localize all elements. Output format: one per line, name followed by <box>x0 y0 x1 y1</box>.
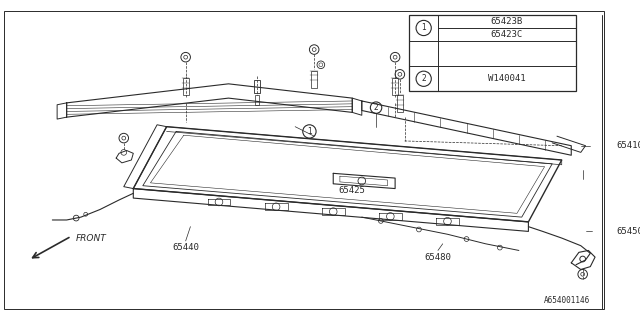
Bar <box>255 95 259 105</box>
Circle shape <box>309 45 319 54</box>
Circle shape <box>416 71 431 86</box>
Bar <box>254 80 260 93</box>
Circle shape <box>444 218 451 225</box>
Text: 65480: 65480 <box>424 252 451 262</box>
Circle shape <box>215 198 223 206</box>
Text: 65440: 65440 <box>172 243 199 252</box>
Circle shape <box>303 125 316 138</box>
Text: 1: 1 <box>421 23 426 32</box>
Text: 65423C: 65423C <box>491 30 523 39</box>
Text: FRONT: FRONT <box>76 234 107 243</box>
Circle shape <box>119 133 129 143</box>
Circle shape <box>181 52 191 62</box>
Bar <box>392 78 398 95</box>
Bar <box>397 95 403 112</box>
Text: 65410: 65410 <box>616 141 640 150</box>
Circle shape <box>416 20 431 36</box>
Text: 2: 2 <box>421 74 426 83</box>
Bar <box>410 15 576 92</box>
Text: 1: 1 <box>307 127 312 136</box>
Text: 65425: 65425 <box>339 186 365 195</box>
Circle shape <box>272 203 280 211</box>
Text: A654001146: A654001146 <box>544 296 590 305</box>
Bar <box>183 78 189 95</box>
Text: 2: 2 <box>374 103 378 112</box>
Text: 65423B: 65423B <box>491 17 523 26</box>
Circle shape <box>371 102 382 113</box>
Circle shape <box>390 52 400 62</box>
Circle shape <box>387 212 394 220</box>
Circle shape <box>578 269 588 279</box>
Text: W140041: W140041 <box>488 74 526 83</box>
Circle shape <box>395 69 404 79</box>
Bar <box>311 70 317 88</box>
Circle shape <box>317 61 324 68</box>
Text: 65450: 65450 <box>616 227 640 236</box>
Circle shape <box>330 208 337 215</box>
